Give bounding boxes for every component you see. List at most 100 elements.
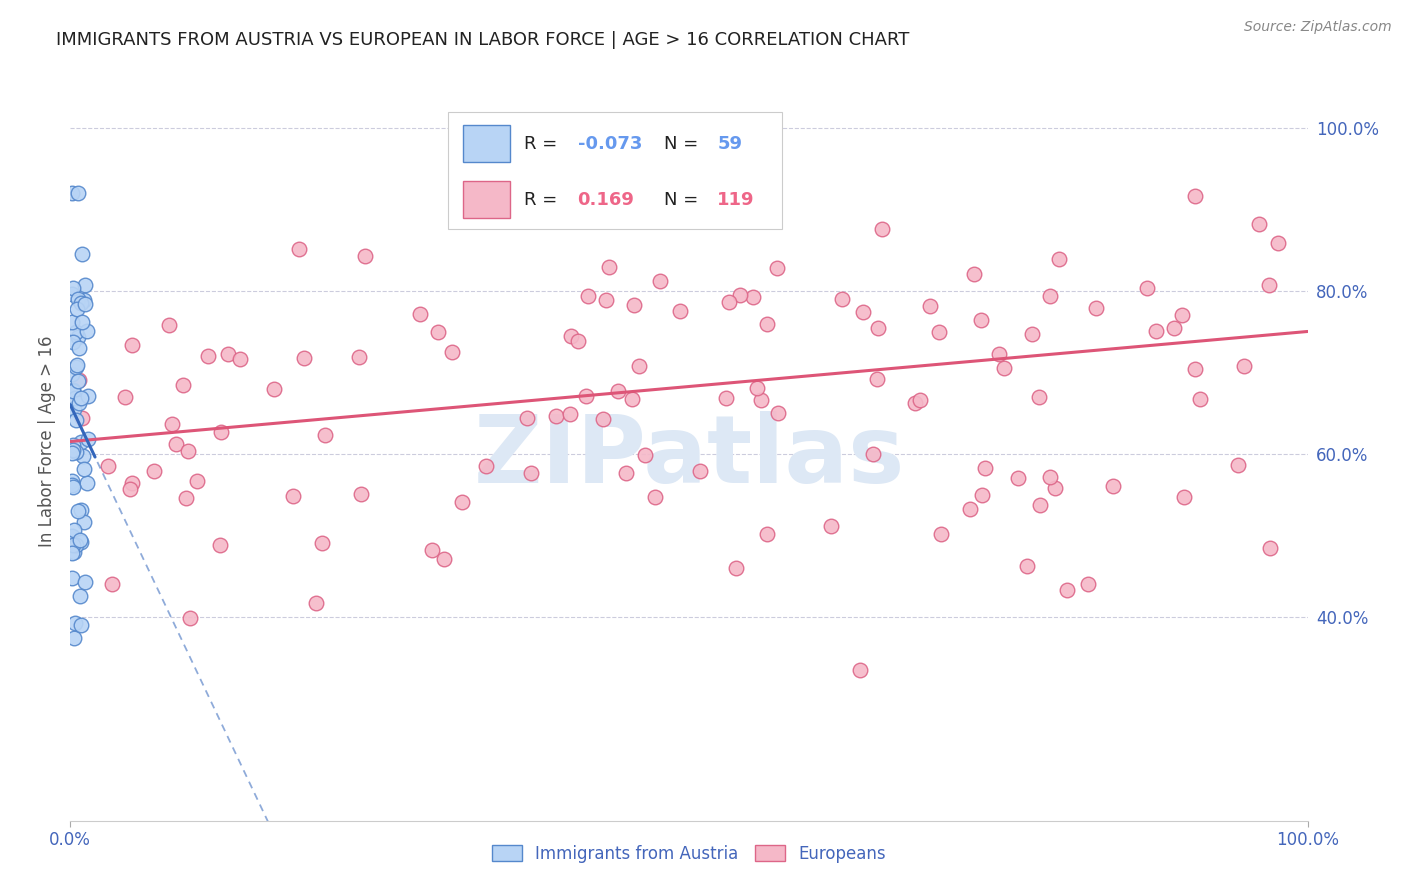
- Point: [1056, 583, 1078, 598]
- Point: [628, 359, 651, 373]
- Text: N =: N =: [664, 191, 704, 209]
- Point: [67, 186, 90, 200]
- Point: [756, 526, 779, 541]
- Point: [866, 371, 889, 385]
- Point: [179, 610, 201, 624]
- Legend: Immigrants from Austria, Europeans: Immigrants from Austria, Europeans: [485, 838, 893, 869]
- Point: [427, 325, 450, 339]
- Point: [1043, 481, 1066, 495]
- Point: [77, 432, 100, 446]
- Point: [157, 318, 180, 333]
- Point: [1028, 498, 1050, 512]
- Point: [669, 303, 692, 318]
- Point: [263, 382, 285, 396]
- Point: [575, 389, 598, 403]
- Point: [1084, 301, 1107, 315]
- Point: [121, 338, 143, 352]
- Point: [160, 417, 183, 431]
- Point: [623, 298, 645, 312]
- Point: [756, 317, 779, 331]
- Point: [73, 277, 96, 292]
- Point: [1227, 458, 1250, 472]
- Point: [62, 384, 84, 399]
- Point: [209, 538, 232, 552]
- Point: [742, 290, 765, 304]
- Point: [97, 458, 120, 473]
- Point: [75, 297, 97, 311]
- Point: [311, 536, 333, 550]
- Point: [1015, 559, 1038, 574]
- Point: [576, 289, 599, 303]
- Point: [67, 342, 90, 356]
- Point: [62, 538, 84, 552]
- Point: [217, 347, 239, 361]
- Point: [62, 383, 84, 397]
- Point: [75, 574, 97, 589]
- Point: [1232, 359, 1254, 373]
- Point: [174, 491, 197, 506]
- Text: 0.169: 0.169: [578, 191, 634, 209]
- Point: [70, 391, 93, 405]
- Point: [766, 406, 789, 420]
- Point: [1249, 217, 1271, 231]
- Point: [1007, 471, 1029, 485]
- Point: [76, 389, 98, 403]
- Point: [69, 373, 91, 387]
- Point: [1144, 324, 1167, 338]
- Point: [165, 437, 187, 451]
- Point: [475, 458, 498, 473]
- Point: [76, 324, 98, 338]
- Point: [305, 596, 328, 610]
- Point: [197, 349, 219, 363]
- Point: [766, 260, 789, 275]
- Point: [73, 293, 96, 308]
- Point: [65, 325, 87, 339]
- Text: R =: R =: [524, 135, 564, 153]
- Point: [1039, 470, 1062, 484]
- Point: [928, 325, 950, 339]
- Text: 59: 59: [717, 135, 742, 153]
- Point: [634, 448, 657, 462]
- Point: [560, 328, 582, 343]
- Point: [852, 305, 875, 319]
- Point: [441, 344, 464, 359]
- Point: [544, 409, 567, 424]
- Point: [65, 301, 87, 316]
- Point: [62, 481, 84, 495]
- Point: [60, 446, 83, 460]
- Point: [987, 347, 1010, 361]
- Point: [929, 527, 952, 541]
- Point: [70, 618, 93, 632]
- Point: [1077, 577, 1099, 591]
- Text: -0.073: -0.073: [578, 135, 643, 153]
- Point: [62, 442, 84, 457]
- Y-axis label: In Labor Force | Age > 16: In Labor Force | Age > 16: [38, 335, 56, 548]
- Point: [350, 487, 373, 501]
- Point: [993, 360, 1015, 375]
- Point: [718, 295, 741, 310]
- Point: [1028, 390, 1050, 404]
- Point: [177, 444, 200, 458]
- Point: [73, 515, 96, 529]
- FancyBboxPatch shape: [447, 112, 782, 229]
- Point: [908, 392, 931, 407]
- Point: [70, 535, 93, 549]
- Text: ZIPatlas: ZIPatlas: [474, 410, 904, 503]
- Point: [120, 482, 142, 496]
- Point: [470, 150, 492, 164]
- Point: [354, 249, 377, 263]
- Point: [644, 490, 666, 504]
- Point: [65, 391, 87, 405]
- Point: [70, 434, 93, 449]
- Point: [60, 546, 83, 560]
- Point: [70, 503, 93, 517]
- Point: [314, 428, 336, 442]
- Point: [288, 243, 311, 257]
- Point: [62, 545, 84, 559]
- Point: [1047, 252, 1070, 266]
- Point: [970, 313, 993, 327]
- Point: [292, 351, 315, 365]
- Point: [229, 352, 252, 367]
- Point: [516, 411, 538, 425]
- Point: [60, 571, 83, 585]
